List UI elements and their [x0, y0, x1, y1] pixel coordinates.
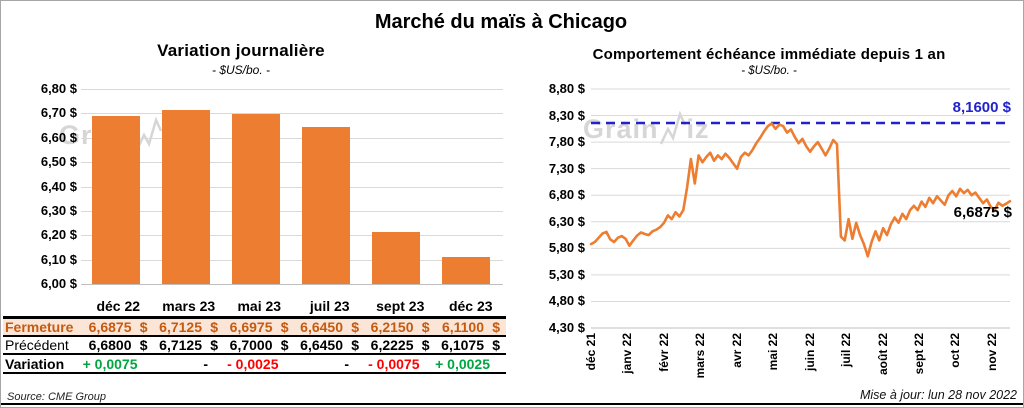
column-header: déc 23 — [435, 296, 506, 319]
x-tick-label: janv 22 — [620, 333, 635, 374]
table-corner-cell — [3, 296, 83, 319]
x-tick-label: mai 22 — [766, 333, 781, 371]
gridline — [81, 284, 503, 285]
column-header: mars 23 — [153, 296, 224, 319]
table-cell: 6,1100 $ — [435, 319, 506, 337]
table-cell: 6,7125 $ — [153, 319, 224, 337]
table-cell: 6,6450 $ — [294, 319, 365, 337]
table-cell: + 0,0025 — [435, 355, 506, 374]
table-cell: 6,7000 $ — [224, 337, 295, 355]
row-label-precedent: Précédent — [3, 337, 83, 355]
row-label-variation: Variation — [3, 355, 83, 374]
max-price-label: 8,1600 $ — [952, 99, 1011, 116]
watermark-sparkline-icon — [659, 111, 686, 145]
y-tick-label: 6,10 $ — [40, 251, 77, 267]
page-title: Marché du maïs à Chicago — [374, 11, 628, 33]
column-header: sept 23 — [365, 296, 436, 319]
table-cell: 6,6450 $ — [294, 337, 365, 355]
update-date: Mise à jour: lun 28 nov 2022 — [859, 388, 1017, 402]
y-tick-label: 6,70 $ — [40, 105, 77, 121]
table-cell: + 0,0075 — [83, 355, 154, 374]
column-header: déc 22 — [83, 296, 154, 319]
left-chart-subtitle: - $US/bo. - — [211, 63, 271, 77]
y-tick-label: 5,80 $ — [548, 240, 585, 256]
line-chart-plot — [589, 88, 1012, 329]
table-cell: 6,2225 $ — [365, 337, 436, 355]
x-tick-label: sept 22 — [911, 333, 926, 375]
watermark-sparkline-icon — [135, 117, 162, 151]
gridline — [81, 235, 503, 237]
y-tick-label: 6,30 $ — [548, 213, 585, 229]
y-tick-label: 6,50 $ — [40, 154, 77, 170]
gridline — [81, 210, 503, 212]
x-tick-label: août 22 — [875, 333, 890, 376]
y-tick-label: 8,30 $ — [548, 107, 585, 123]
table-cell: - 0,0025 — [224, 355, 295, 374]
last-price-label: 6,6875 $ — [953, 204, 1012, 221]
grainwiz-watermark: Grain iz — [583, 111, 710, 147]
y-tick-label: 6,80 $ — [40, 81, 77, 96]
front-month-price-line — [589, 122, 1012, 258]
x-tick-label: févr 22 — [656, 333, 671, 372]
bar-déc 22 — [92, 116, 140, 284]
x-tick-label: déc 21 — [584, 333, 598, 371]
y-tick-label: 8,80 $ — [548, 81, 585, 96]
table-cell: 6,6875 $ — [83, 319, 154, 337]
bar-chart-plot — [81, 89, 503, 285]
y-tick-label: 7,80 $ — [548, 134, 585, 150]
x-tick-label: juin 22 — [802, 333, 817, 372]
front-month-panel: Comportement échéance immédiate depuis 1… — [513, 1, 1023, 407]
watermark-text-suffix: iz — [686, 113, 710, 144]
y-tick-label: 7,30 $ — [548, 160, 585, 176]
bar-juil 23 — [302, 126, 350, 284]
source-note: Source: CME Group — [7, 391, 107, 403]
line-chart-svg — [589, 88, 1012, 329]
right-chart-title: Comportement échéance immédiate depuis 1… — [592, 46, 946, 63]
y-tick-label: 4,30 $ — [548, 320, 585, 335]
column-header: mai 23 — [224, 296, 295, 319]
table-cell: - — [153, 355, 224, 374]
x-tick-label: oct 22 — [948, 333, 963, 368]
watermark-text-prefix: Grain — [583, 113, 659, 144]
gridline — [81, 162, 503, 164]
x-tick-label: nov 22 — [984, 333, 999, 372]
bar-mai 23 — [232, 114, 280, 284]
table-cell: 6,7125 $ — [153, 337, 224, 355]
x-tick-label: mars 22 — [693, 333, 708, 379]
y-tick-label: 5,30 $ — [548, 266, 585, 282]
gridline — [81, 259, 503, 261]
table-cell: 6,6800 $ — [83, 337, 154, 355]
gridline — [81, 186, 503, 188]
x-tick-label: avr 22 — [729, 333, 744, 368]
bottom-border — [1, 403, 1023, 405]
table-cell: - — [294, 355, 365, 374]
x-tick-label: juil 22 — [839, 333, 853, 368]
bar-sept 23 — [372, 231, 420, 284]
futures-price-table: déc 22 mars 23 mai 23 juil 23 sept 23 déc 23 F… — [3, 296, 506, 374]
y-tick-label: 4,80 $ — [548, 293, 585, 309]
row-label-fermeture: Fermeture — [3, 319, 83, 337]
y-tick-label: 6,00 $ — [40, 276, 77, 291]
y-tick-label: 6,20 $ — [40, 227, 77, 243]
right-chart-subtitle: - $US/bo. - — [741, 65, 797, 77]
table-cell: 6,6975 $ — [224, 319, 295, 337]
daily-variation-panel: Variation journalière - $US/bo. - Grain … — [1, 1, 513, 407]
gridline — [81, 137, 503, 139]
y-tick-label: 6,30 $ — [40, 202, 77, 218]
gridline — [81, 113, 503, 115]
bar-déc 23 — [442, 257, 490, 284]
y-tick-label: 6,80 $ — [548, 187, 585, 203]
gridline — [81, 89, 503, 90]
bar-mars 23 — [162, 110, 210, 284]
table-cell: 6,2150 $ — [365, 319, 436, 337]
y-tick-label: 6,60 $ — [40, 129, 77, 145]
left-chart-title: Variation journalière — [157, 41, 325, 60]
column-header: juil 23 — [294, 296, 365, 319]
table-cell: - 0,0075 — [365, 355, 436, 374]
y-tick-label: 6,40 $ — [40, 178, 77, 194]
table-cell: 6,1075 $ — [435, 337, 506, 355]
